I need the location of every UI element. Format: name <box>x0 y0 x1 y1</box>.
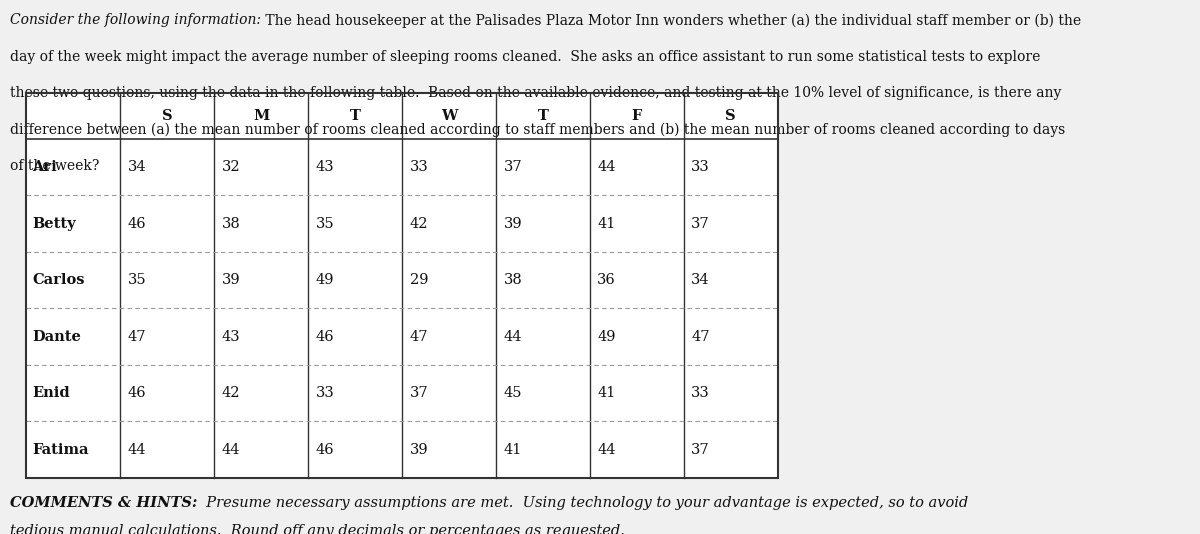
Text: tedious manual calculations.  Round off any decimals or percentages as requested: tedious manual calculations. Round off a… <box>10 524 624 534</box>
Text: 47: 47 <box>128 329 146 344</box>
Text: Ari: Ari <box>32 160 56 174</box>
Text: day of the week might impact the average number of sleeping rooms cleaned.  She : day of the week might impact the average… <box>10 50 1040 64</box>
Text: COMMENTS & HINTS:: COMMENTS & HINTS: <box>10 496 197 509</box>
Text: 38: 38 <box>222 217 240 231</box>
Text: Betty: Betty <box>32 217 76 231</box>
Text: 42: 42 <box>222 386 240 400</box>
Text: 44: 44 <box>598 160 616 174</box>
Text: 49: 49 <box>316 273 334 287</box>
Text: S: S <box>162 109 173 123</box>
Text: The head housekeeper at the Palisades Plaza Motor Inn wonders whether (a) the in: The head housekeeper at the Palisades Pl… <box>260 13 1081 28</box>
Text: 39: 39 <box>222 273 240 287</box>
Text: 29: 29 <box>409 273 428 287</box>
Text: 37: 37 <box>504 160 522 174</box>
Text: 44: 44 <box>222 443 240 457</box>
Text: 34: 34 <box>691 273 710 287</box>
Text: 41: 41 <box>504 443 522 457</box>
Text: 45: 45 <box>504 386 522 400</box>
Text: 33: 33 <box>691 160 710 174</box>
Text: 46: 46 <box>316 443 335 457</box>
Text: W: W <box>440 109 457 123</box>
Text: T: T <box>538 109 548 123</box>
Text: 49: 49 <box>598 329 616 344</box>
Text: 32: 32 <box>222 160 240 174</box>
Text: 43: 43 <box>316 160 335 174</box>
Text: 34: 34 <box>128 160 146 174</box>
Text: 42: 42 <box>409 217 428 231</box>
Text: 44: 44 <box>504 329 522 344</box>
Bar <box>26 93 778 478</box>
Text: 46: 46 <box>128 217 146 231</box>
Text: F: F <box>631 109 642 123</box>
Text: 39: 39 <box>504 217 522 231</box>
Text: 44: 44 <box>128 443 146 457</box>
Text: 47: 47 <box>691 329 709 344</box>
Text: M: M <box>253 109 269 123</box>
Text: difference between (a) the mean number of rooms cleaned according to staff membe: difference between (a) the mean number o… <box>10 122 1064 137</box>
Text: these two questions, using the data in the following table.  Based on the availa: these two questions, using the data in t… <box>10 86 1061 100</box>
Text: Carlos: Carlos <box>32 273 84 287</box>
Text: Consider the following information:: Consider the following information: <box>10 13 260 27</box>
Text: 38: 38 <box>504 273 522 287</box>
Text: 33: 33 <box>409 160 428 174</box>
Text: 41: 41 <box>598 217 616 231</box>
Text: 43: 43 <box>222 329 240 344</box>
Bar <box>26 93 778 478</box>
Text: Dante: Dante <box>32 329 80 344</box>
Text: S: S <box>725 109 736 123</box>
Text: of the week?: of the week? <box>10 159 98 172</box>
Text: 41: 41 <box>598 386 616 400</box>
Text: 47: 47 <box>409 329 428 344</box>
Text: Presume necessary assumptions are met.  Using technology to your advantage is ex: Presume necessary assumptions are met. U… <box>197 496 968 509</box>
Text: 44: 44 <box>598 443 616 457</box>
Text: 35: 35 <box>316 217 335 231</box>
Text: T: T <box>349 109 360 123</box>
Text: 37: 37 <box>691 217 710 231</box>
Text: 39: 39 <box>409 443 428 457</box>
Text: Fatima: Fatima <box>32 443 89 457</box>
Text: 37: 37 <box>691 443 710 457</box>
Text: 46: 46 <box>316 329 335 344</box>
Text: 46: 46 <box>128 386 146 400</box>
Text: 37: 37 <box>409 386 428 400</box>
Text: 35: 35 <box>128 273 146 287</box>
Text: 33: 33 <box>691 386 710 400</box>
Text: 33: 33 <box>316 386 335 400</box>
Text: 36: 36 <box>598 273 616 287</box>
Text: Enid: Enid <box>32 386 70 400</box>
